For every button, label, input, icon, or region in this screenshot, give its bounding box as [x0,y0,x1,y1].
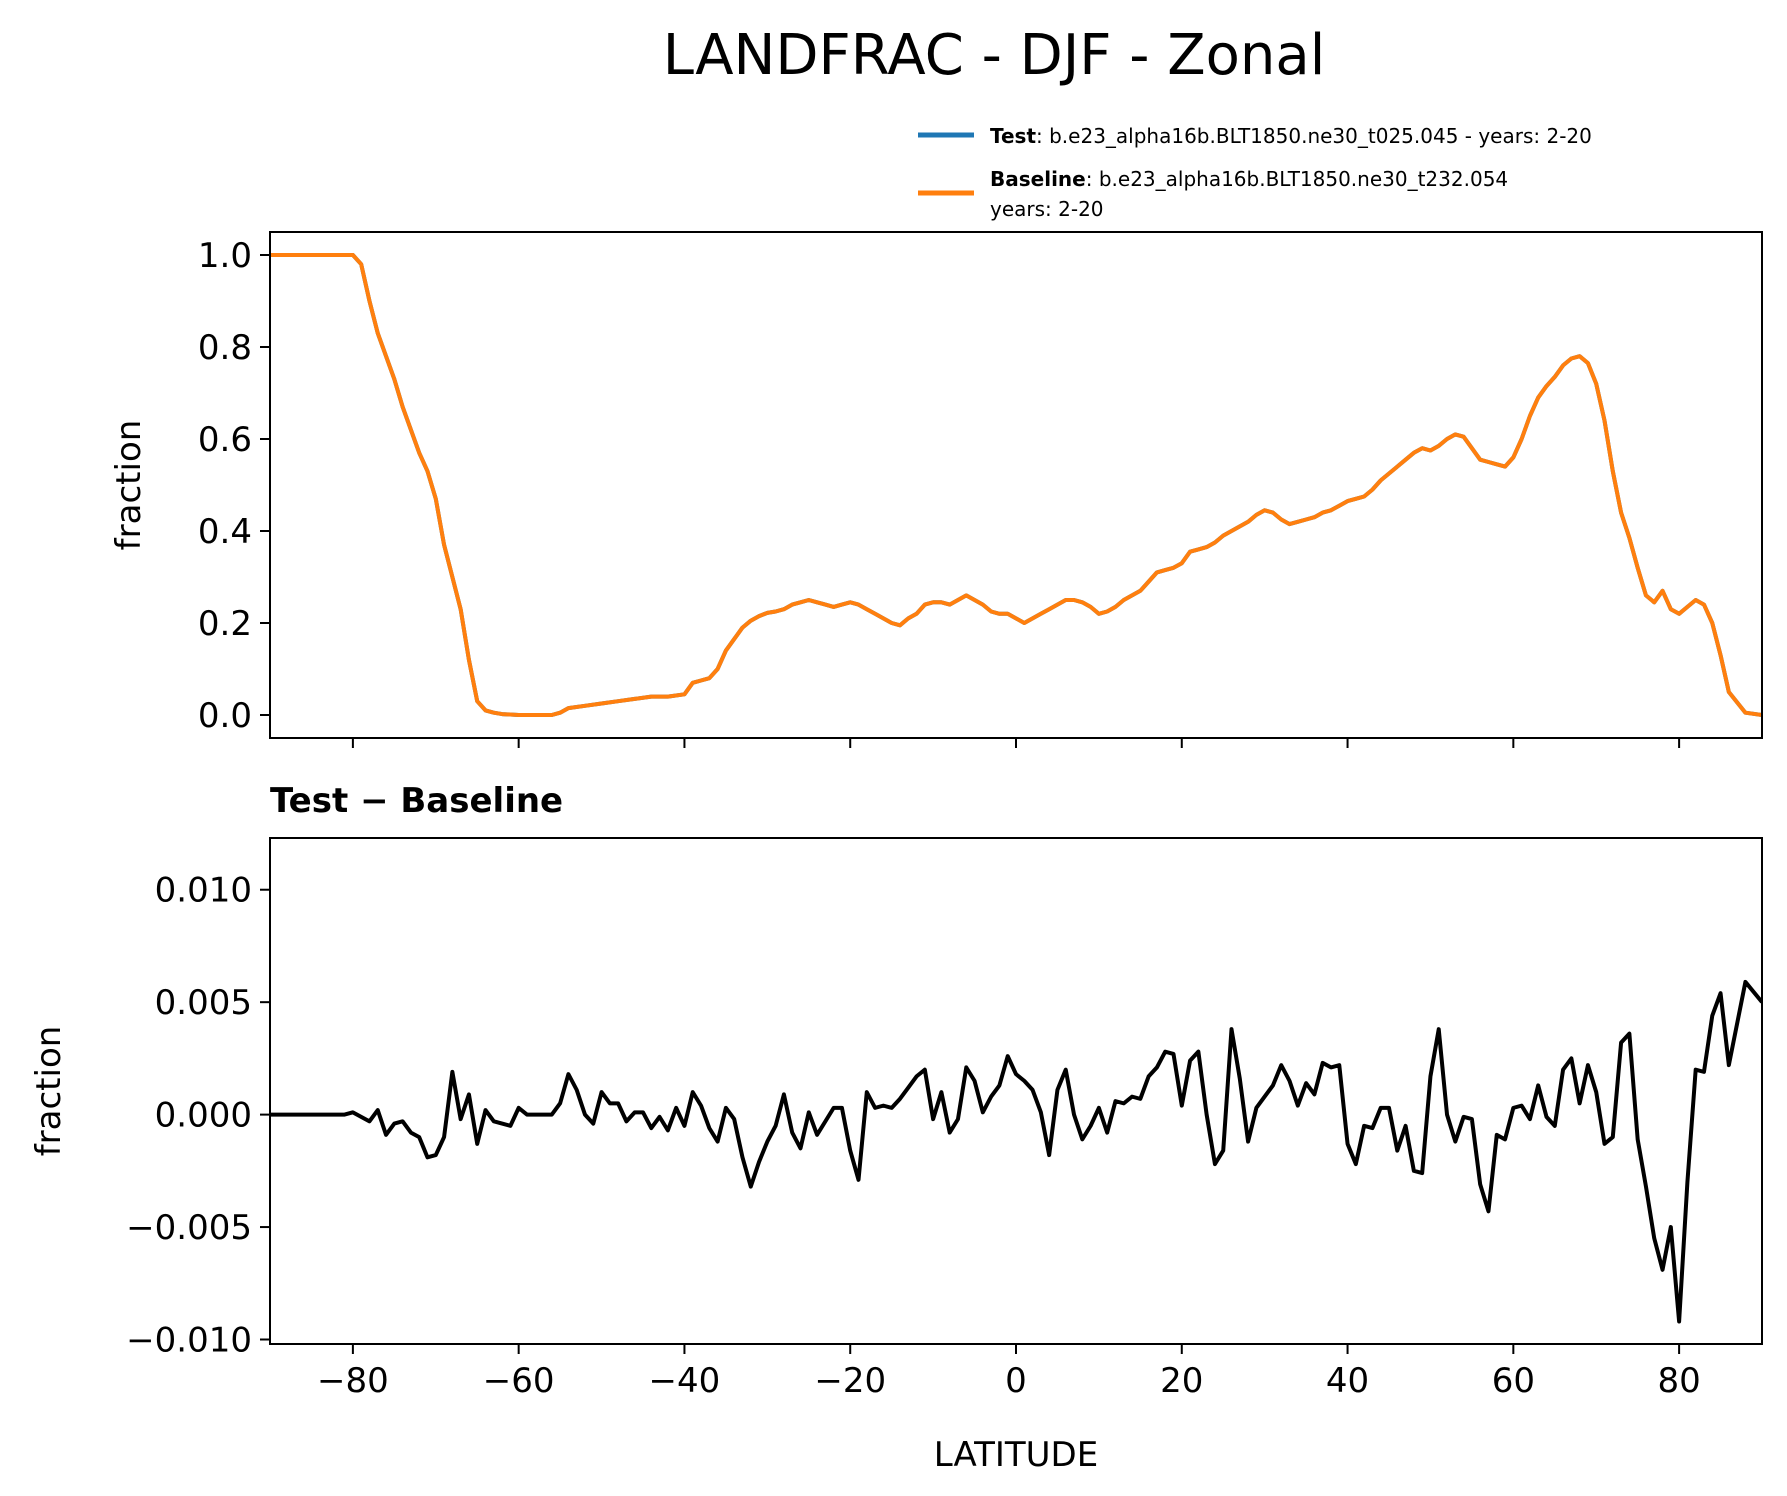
top-panel: 0.0 0.2 0.4 0.6 0.8 1.0 fraction [109,231,1763,748]
top-ytick-label: 0.2 [198,604,252,644]
xtick-label: −60 [483,1361,555,1401]
legend-label-baseline-line2: years: 2-20 [990,197,1104,221]
bottom-panel: −0.010 −0.005 0.000 0.005 0.010 −80 −60 −40 −20 0… [29,837,1763,1401]
chart-title: LANDFRAC - DJF - Zonal [663,23,1326,88]
top-axes-frame [269,231,1763,739]
xtick-label: −80 [317,1361,389,1401]
legend-label-baseline: Baseline: b.e23_alpha16b.BLT1850.ne30_t2… [990,167,1508,191]
xtick-label: 20 [1160,1361,1203,1401]
bottom-panel-title: Test − Baseline [270,781,563,821]
top-ytick-label: 0.4 [198,512,252,552]
top-series-baseline [270,253,1762,717]
xtick-label: −40 [649,1361,721,1401]
bottom-ytick-label: 0.005 [155,983,252,1023]
x-axis-label: LATITUDE [934,1435,1098,1475]
bottom-ytick-label: −0.010 [126,1321,252,1361]
xtick-label: 80 [1657,1361,1700,1401]
bottom-series-test-baseline [270,979,1762,1324]
legend: Test: b.e23_alpha16b.BLT1850.ne30_t025.0… [918,124,1592,221]
bottom-ytick-label: 0.010 [155,871,252,911]
bottom-y-axis-label: fraction [29,1026,69,1157]
xtick-label: 60 [1492,1361,1535,1401]
bottom-ytick-label: −0.005 [126,1208,252,1248]
top-ytick-label: 0.8 [198,328,252,368]
top-series-test [270,253,1762,717]
top-y-axis-label: fraction [109,420,149,551]
xtick-label: −20 [814,1361,886,1401]
top-ytick-label: 0.0 [198,696,252,736]
xtick-label: 0 [1005,1361,1027,1401]
top-ytick-label: 1.0 [198,236,252,276]
bottom-ytick-label: 0.000 [155,1096,252,1136]
xtick-label: 40 [1326,1361,1369,1401]
legend-label-test: Test: b.e23_alpha16b.BLT1850.ne30_t025.0… [990,124,1592,148]
top-ytick-label: 0.6 [198,420,252,460]
